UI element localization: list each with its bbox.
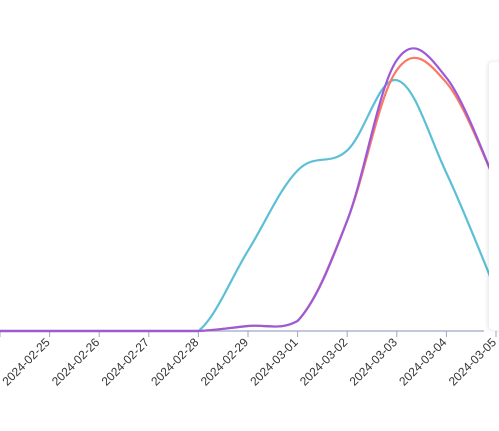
x-tick-label: 2024-03-02	[297, 335, 351, 389]
x-tick-label: 2024-02-29	[198, 335, 252, 389]
tooltip-panel-edge	[489, 62, 499, 330]
series-line-3	[0, 47, 498, 333]
x-tick-label: 2024-03-04	[396, 335, 450, 389]
x-tick-label: 2024-02-28	[148, 335, 202, 389]
x-tick-label: 2024-03-05	[446, 335, 499, 389]
series-line-1	[0, 79, 498, 333]
series-line-2	[0, 56, 498, 333]
x-tick-label: 2024-02-27	[99, 335, 153, 389]
x-tick-label: 2024-02-25	[0, 335, 53, 389]
x-tick-label: 2024-02-26	[49, 335, 103, 389]
x-tick-label: 2024-03-03	[347, 335, 401, 389]
x-tick-label: 2024-03-01	[247, 335, 301, 389]
